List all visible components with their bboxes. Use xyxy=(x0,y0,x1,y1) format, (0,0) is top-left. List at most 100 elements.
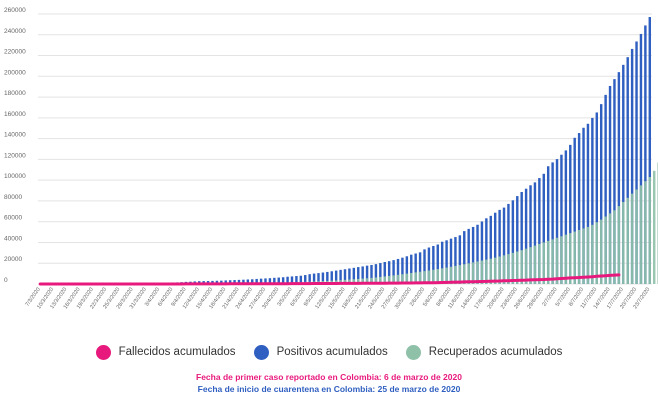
bar-recuperados xyxy=(454,265,457,284)
bar-recuperados xyxy=(467,263,470,284)
bar-positivos xyxy=(418,252,422,284)
note-quarantine: Fecha de inicio de cuarentena en Colombi… xyxy=(197,384,461,394)
bar-positivos xyxy=(277,277,280,284)
bar-positivos xyxy=(573,137,576,284)
bar-positivos xyxy=(529,185,532,284)
bar-positivos xyxy=(414,253,417,284)
bar-positivos xyxy=(392,260,395,284)
bar-positivos xyxy=(560,154,563,284)
y-tick-label: 220000 xyxy=(4,49,26,56)
bar-positivos xyxy=(334,270,338,284)
bar-positivos xyxy=(586,123,590,284)
bar-positivos xyxy=(410,254,413,284)
bar-positivos xyxy=(639,33,643,285)
bar-positivos xyxy=(644,25,647,285)
bar-positivos xyxy=(361,266,364,284)
bar-recuperados xyxy=(405,273,409,284)
legend-item-positivos[interactable]: Positivos acumulados xyxy=(253,344,388,360)
bar-positivos xyxy=(436,244,439,284)
y-tick-label: 80000 xyxy=(4,194,22,201)
chart-notes: Fecha de primer caso reportado en Colomb… xyxy=(0,371,658,395)
bar-recuperados xyxy=(493,257,497,284)
bar-positivos xyxy=(220,280,223,284)
bar-positivos xyxy=(273,277,276,284)
y-tick-label: 140000 xyxy=(4,132,26,139)
bar-recuperados xyxy=(569,233,572,284)
chart-legend: Fallecidos acumulados Positivos acumulad… xyxy=(0,340,658,364)
y-tick-label: 160000 xyxy=(4,111,26,118)
y-tick-label: 0 xyxy=(4,277,8,284)
bar-positivos xyxy=(582,127,585,285)
bar-positivos xyxy=(343,269,347,284)
bar-recuperados xyxy=(365,278,369,284)
bar-positivos xyxy=(299,275,303,284)
bar-recuperados xyxy=(476,261,479,284)
bar-positivos xyxy=(445,240,448,284)
bar-recuperados xyxy=(599,219,603,284)
bar-recuperados xyxy=(485,259,488,284)
legend-item-fallecidos[interactable]: Fallecidos acumulados xyxy=(95,344,236,360)
bar-positivos xyxy=(480,221,484,284)
bar-recuperados xyxy=(511,252,515,284)
bar-positivos xyxy=(454,237,457,284)
bar-recuperados xyxy=(432,269,435,284)
bar-recuperados xyxy=(392,275,395,284)
bar-recuperados xyxy=(577,230,581,284)
bar-recuperados xyxy=(586,226,590,284)
bar-positivos xyxy=(507,203,510,284)
bar-recuperados xyxy=(423,271,426,284)
bar-positivos xyxy=(617,72,621,284)
bar-positivos xyxy=(520,192,523,284)
bar-positivos xyxy=(542,173,545,284)
bar-positivos xyxy=(233,280,236,284)
bar-recuperados xyxy=(604,216,607,284)
bar-positivos xyxy=(423,249,426,284)
bar-positivos xyxy=(237,279,241,284)
bar-positivos xyxy=(405,256,409,284)
bar-recuperados xyxy=(489,258,492,284)
chart-area: 0 20000 40000 60000 80000 100000 120000 140000 1… xyxy=(4,7,658,310)
line-fallecidos xyxy=(38,273,621,286)
bar-positivos xyxy=(326,271,329,284)
bar-recuperados xyxy=(480,260,484,284)
bar-positivos xyxy=(312,273,316,284)
bar-positivos xyxy=(228,280,232,284)
bar-positivos xyxy=(538,178,541,284)
bar-recuperados xyxy=(463,264,466,284)
bar-positivos xyxy=(374,264,378,284)
y-tick-label: 20000 xyxy=(4,256,22,263)
bar-positivos xyxy=(498,209,501,284)
bar-recuperados xyxy=(538,244,541,284)
legend-label-recuperados: Recuperados acumulados xyxy=(428,346,563,358)
bar-positivos xyxy=(401,257,404,284)
y-tick-label: 260000 xyxy=(4,7,26,14)
bar-positivos xyxy=(555,159,559,284)
bar-recuperados xyxy=(608,213,612,284)
bar-positivos xyxy=(630,48,634,284)
bar-positivos xyxy=(577,133,581,284)
bar-recuperados xyxy=(529,247,532,284)
bar-positivos xyxy=(259,278,263,284)
bar-recuperados xyxy=(379,276,382,284)
bar-positivos xyxy=(626,57,629,284)
bar-positivos xyxy=(387,261,391,284)
bar-positivos xyxy=(286,276,289,284)
bar-recuperados xyxy=(520,250,523,284)
bar-positivos xyxy=(546,166,550,284)
legend-item-recuperados[interactable]: Recuperados acumulados xyxy=(405,344,563,360)
y-tick-label: 40000 xyxy=(4,235,22,242)
bar-recuperados xyxy=(471,262,475,284)
bar-recuperados xyxy=(644,181,647,284)
bar-positivos xyxy=(599,104,603,284)
y-tick-label: 200000 xyxy=(4,69,26,76)
bar-positivos xyxy=(533,182,537,284)
y-tick-label: 120000 xyxy=(4,152,26,159)
bar-positivos xyxy=(458,235,462,284)
bar-recuperados xyxy=(383,276,386,284)
bar-positivos xyxy=(383,262,386,284)
bar-recuperados xyxy=(348,279,351,284)
bar-positivos xyxy=(295,276,298,284)
bar-recuperados xyxy=(542,242,545,284)
bar-positivos xyxy=(471,226,475,284)
bar-recuperados xyxy=(414,272,417,284)
